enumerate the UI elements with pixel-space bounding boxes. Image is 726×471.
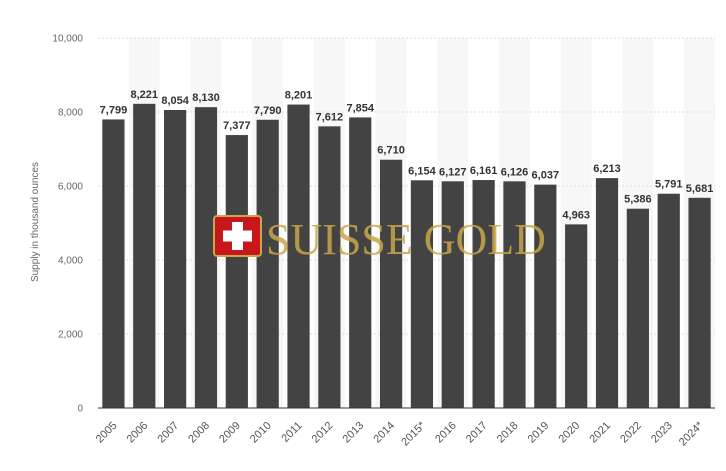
data-label: 6,161 — [470, 165, 498, 177]
data-label: 6,127 — [439, 166, 467, 178]
data-label: 6,710 — [377, 145, 405, 157]
category-labels: 2005 2006 2007 2008 2009 2010 2011 2012 2013 2014… — [94, 419, 706, 448]
bar — [410, 180, 434, 408]
bar — [256, 119, 279, 409]
data-label: 6,154 — [408, 165, 436, 177]
y-tick-label: 0 — [77, 404, 83, 415]
data-label: 5,681 — [686, 183, 714, 195]
x-tick-label: 2020 — [556, 420, 582, 446]
data-label: 4,963 — [562, 209, 590, 221]
bar — [349, 117, 372, 408]
data-label: 7,790 — [254, 105, 282, 117]
x-tick-label: 2021 — [587, 420, 613, 446]
x-tick-label: 2024* — [677, 419, 706, 448]
data-label: 7,854 — [346, 102, 374, 114]
x-tick-label: 2016 — [433, 420, 459, 446]
bar — [626, 208, 649, 408]
x-tick-label: 2015* — [399, 419, 428, 448]
bar — [194, 107, 218, 408]
data-label: 6,213 — [593, 163, 621, 175]
bar — [441, 181, 464, 408]
x-tick-label: 2022 — [618, 420, 644, 446]
bar — [225, 135, 248, 408]
data-label: 5,791 — [655, 179, 683, 191]
y-tick-labels: 0 2,000 4,000 6,000 8,000 10,000 — [52, 34, 83, 415]
x-tick-label: 2012 — [310, 420, 336, 446]
watermark-text: SUISSE GOLD — [266, 215, 546, 264]
x-tick-label: 2019 — [526, 420, 552, 446]
x-tick-label: 2008 — [186, 420, 212, 446]
bar — [318, 126, 341, 408]
y-tick-label: 2,000 — [58, 330, 83, 341]
data-label: 8,130 — [192, 92, 220, 104]
gridlines — [98, 37, 715, 335]
x-tick-label: 2010 — [248, 420, 274, 446]
y-tick-label: 8,000 — [58, 108, 83, 119]
y-tick-label: 10,000 — [52, 34, 83, 45]
x-tick-label: 2007 — [155, 420, 181, 446]
bar — [379, 159, 403, 408]
bar — [472, 180, 495, 408]
bar — [688, 197, 711, 408]
x-tick-label: 2013 — [341, 420, 367, 446]
bar — [657, 193, 680, 408]
x-tick-label: 2017 — [464, 420, 490, 446]
data-label: 7,377 — [223, 120, 251, 132]
bar — [287, 104, 310, 409]
bar — [503, 181, 526, 408]
swiss-flag-icon — [213, 215, 262, 257]
data-label: 7,612 — [316, 111, 344, 123]
data-label: 5,386 — [624, 194, 652, 206]
data-label: 6,126 — [501, 166, 529, 178]
y-axis-label: Supply in thousand ounces — [30, 162, 41, 282]
x-tick-label: 2014 — [371, 420, 397, 446]
y-tick-label: 6,000 — [58, 182, 83, 193]
bar — [534, 184, 557, 408]
data-label: 6,037 — [532, 170, 560, 182]
x-tick-label: 2018 — [495, 420, 521, 446]
bar — [133, 103, 156, 408]
data-label: 8,054 — [161, 95, 189, 107]
bar — [102, 119, 125, 408]
x-tick-label: 2006 — [125, 420, 151, 446]
suisse-gold-watermark: SUISSE GOLD — [213, 215, 546, 264]
bar — [595, 178, 619, 408]
bar — [164, 110, 187, 408]
x-tick-label: 2009 — [217, 420, 243, 446]
x-tick-label: 2005 — [94, 420, 120, 446]
bar — [565, 224, 588, 408]
x-tick-label: 2023 — [649, 420, 675, 446]
bars — [102, 103, 711, 409]
data-label: 8,221 — [131, 89, 159, 101]
data-label: 7,799 — [100, 104, 128, 116]
y-tick-label: 4,000 — [58, 256, 83, 267]
data-label: 8,201 — [285, 90, 313, 102]
x-tick-label: 2011 — [279, 420, 304, 445]
